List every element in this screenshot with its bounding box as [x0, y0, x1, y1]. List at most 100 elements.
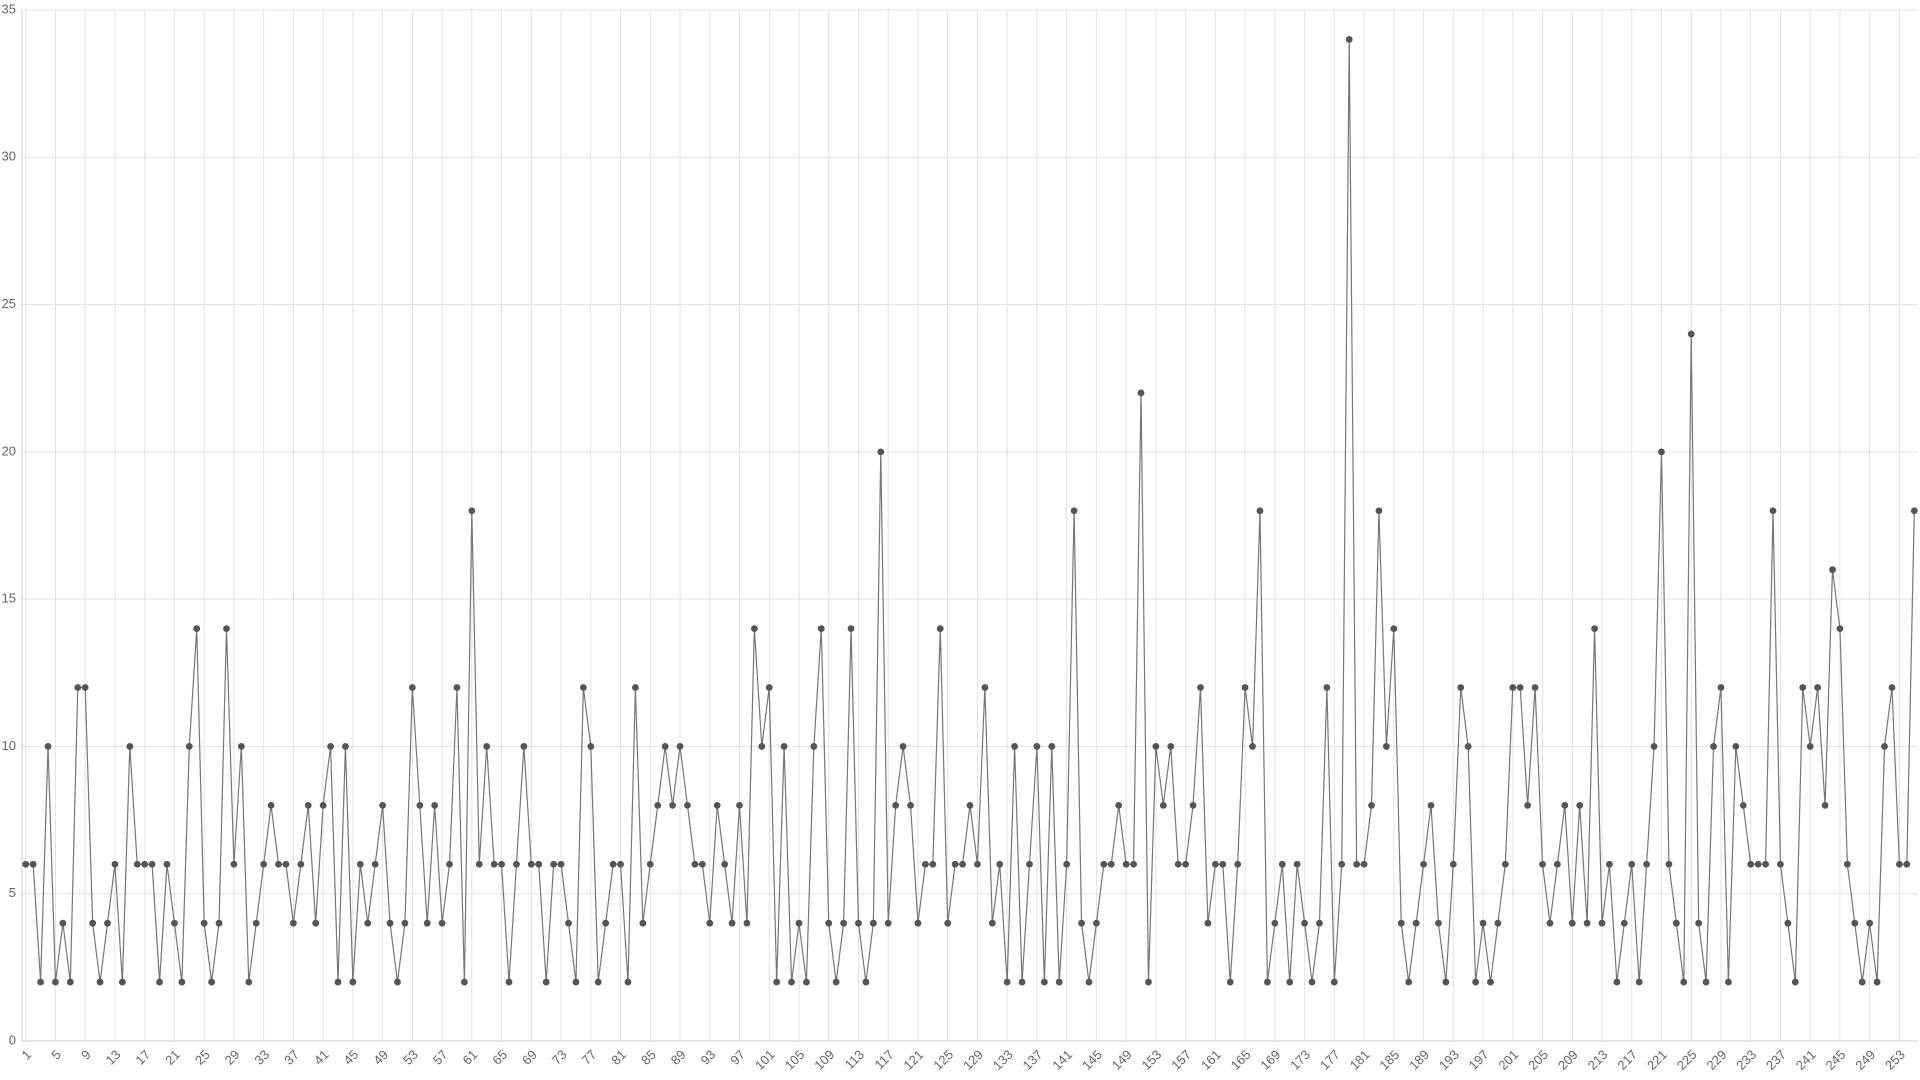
x-tick-label: 13	[103, 1047, 124, 1068]
point	[431, 801, 439, 809]
x-tick-label: 41	[311, 1047, 332, 1068]
point	[267, 801, 275, 809]
x-tick-label: 109	[811, 1047, 837, 1073]
point	[371, 860, 379, 868]
point	[148, 860, 156, 868]
point	[639, 919, 647, 927]
point	[1836, 625, 1844, 632]
point	[297, 860, 305, 868]
x-tick-label: 201	[1495, 1047, 1521, 1073]
point	[1739, 801, 1747, 809]
point	[1449, 860, 1457, 868]
y-tick-label: 30	[2, 149, 16, 164]
point	[1078, 919, 1085, 927]
point	[1821, 801, 1829, 809]
x-tick-label: 37	[281, 1047, 302, 1068]
y-tick-label: 35	[2, 1, 16, 16]
point	[490, 860, 498, 868]
point	[513, 860, 520, 868]
point	[1390, 625, 1398, 632]
point	[1256, 507, 1264, 515]
x-tick-label: 153	[1138, 1047, 1164, 1073]
point	[1769, 507, 1777, 515]
x-tick-label: 165	[1228, 1047, 1254, 1073]
point	[133, 860, 141, 868]
point	[1650, 743, 1658, 750]
point	[1249, 743, 1256, 750]
point	[795, 919, 803, 927]
point	[1055, 978, 1063, 986]
point	[1665, 860, 1673, 868]
point	[1777, 860, 1784, 868]
point	[1137, 389, 1145, 397]
point	[260, 860, 268, 868]
point	[1717, 684, 1725, 691]
point	[676, 743, 684, 750]
point	[1695, 919, 1703, 927]
point	[171, 919, 178, 927]
x-tick-label: 65	[489, 1047, 510, 1068]
point	[1829, 566, 1836, 574]
point	[974, 860, 981, 868]
point	[1264, 978, 1271, 986]
x-tick-label: 189	[1406, 1047, 1432, 1073]
x-tick-label: 105	[782, 1047, 808, 1073]
point	[1732, 743, 1740, 750]
point	[1613, 978, 1621, 986]
point	[892, 801, 900, 809]
x-tick-label: 57	[430, 1047, 451, 1068]
point	[1591, 625, 1598, 632]
point	[929, 860, 937, 868]
point	[342, 743, 349, 750]
x-tick-label: 5	[48, 1047, 64, 1063]
point	[408, 684, 416, 691]
point	[602, 919, 610, 927]
point	[1226, 978, 1234, 986]
point	[877, 448, 885, 456]
point	[81, 684, 89, 691]
x-tick-label: 25	[192, 1047, 213, 1068]
point	[661, 743, 669, 750]
y-tick-label: 10	[2, 738, 16, 753]
point	[1189, 801, 1197, 809]
x-tick-label: 113	[842, 1047, 867, 1072]
point	[505, 978, 513, 986]
point	[1271, 919, 1279, 927]
point	[550, 860, 558, 868]
point	[966, 801, 974, 809]
x-tick-label: 53	[400, 1047, 421, 1068]
x-tick-label: 21	[162, 1047, 183, 1068]
x-tick-label: 141	[1049, 1047, 1075, 1073]
point	[803, 978, 810, 986]
point	[386, 919, 394, 927]
point	[1338, 860, 1346, 868]
x-tick-label: 217	[1614, 1047, 1640, 1073]
x-tick-label: 121	[901, 1047, 927, 1073]
point	[423, 919, 431, 927]
point	[565, 919, 572, 927]
point	[1494, 919, 1502, 927]
point	[1561, 801, 1569, 809]
point	[1806, 743, 1814, 750]
point	[252, 919, 260, 927]
point	[691, 860, 699, 868]
x-tick-label: 233	[1733, 1047, 1759, 1073]
point	[1397, 919, 1405, 927]
point	[609, 860, 617, 868]
x-tick-label: 129	[960, 1047, 986, 1073]
point	[1843, 860, 1851, 868]
x-tick-label: 161	[1198, 1047, 1224, 1073]
point	[713, 801, 721, 809]
point	[379, 801, 387, 809]
x-tick-label: 145	[1079, 1047, 1105, 1073]
x-tick-label: 9	[78, 1047, 94, 1063]
x-tick-label: 93	[697, 1047, 718, 1068]
point	[780, 743, 788, 750]
point	[1026, 860, 1033, 868]
point	[275, 860, 282, 868]
x-tick-label: 125	[930, 1047, 956, 1073]
point	[1881, 743, 1888, 750]
point	[349, 978, 357, 986]
point	[1568, 919, 1576, 927]
x-tick-label: 221	[1644, 1047, 1670, 1073]
